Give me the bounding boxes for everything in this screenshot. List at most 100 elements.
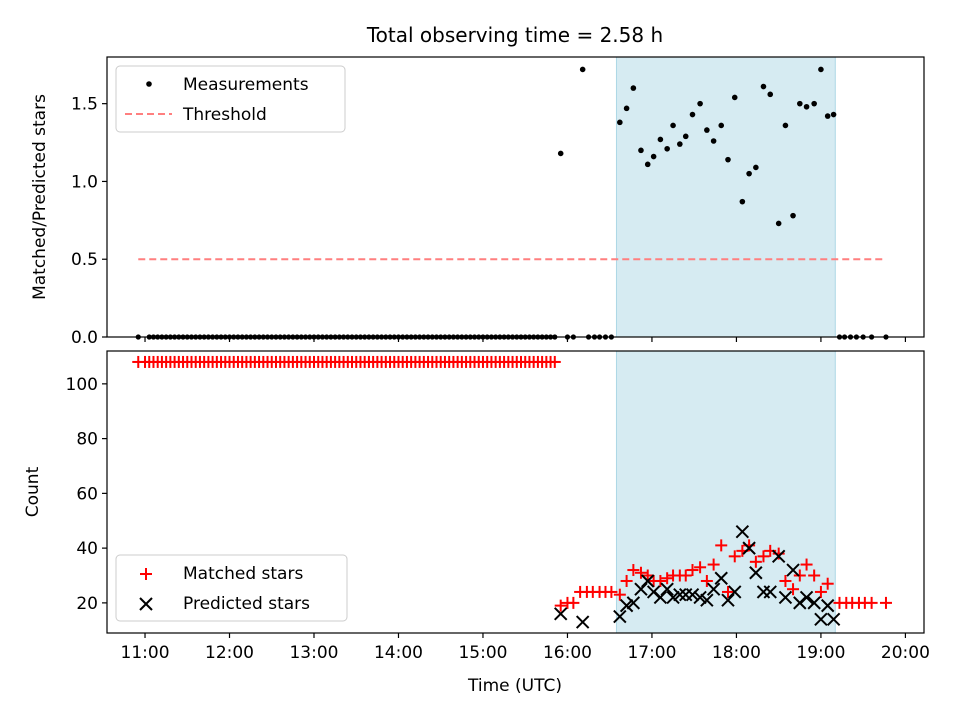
top-y-axis-label: Matched/Predicted stars (30, 94, 50, 300)
bottom-observing-window (615, 350, 836, 634)
bottom-y-ticks: 20 40 60 80 100 (66, 375, 107, 614)
measurement-point (697, 100, 703, 107)
x-tick-label: 11:00 (121, 643, 170, 663)
predicted-star-point (735, 524, 750, 539)
measurement-point (753, 164, 759, 171)
predicted-star-point (613, 609, 627, 624)
x-tick-label: 19:00 (796, 643, 845, 663)
predicted-star-point (666, 590, 680, 605)
predicted-star-point (826, 612, 841, 627)
measurement-point (824, 113, 831, 119)
top-x-ticks (144, 337, 907, 342)
legend-label-matched: Matched stars (183, 564, 303, 584)
top-y-tick-label: 1.5 (71, 95, 98, 115)
measurement-point (630, 85, 637, 91)
measurement-point (617, 119, 623, 126)
top-y-tick-label: 0.0 (71, 328, 98, 348)
bottom-y-axis-label: Count (23, 466, 43, 517)
measurement-point (811, 100, 817, 107)
measurement-point (644, 161, 651, 168)
matched-star-point (620, 574, 633, 587)
measurement-point (818, 66, 824, 73)
measurement-point (682, 133, 689, 140)
predicted-star-point (786, 563, 800, 577)
matched-star-point (700, 574, 713, 587)
measurement-point (746, 170, 752, 177)
x-tick-label: 13:00 (289, 643, 338, 663)
measurement-point (664, 145, 670, 152)
matched-star-point (808, 569, 821, 582)
measurement-point (718, 122, 725, 129)
matched-star-point (605, 585, 618, 598)
matched-star-point (821, 577, 834, 590)
bottom-legend-box (115, 554, 348, 622)
predicted-star-point (771, 549, 786, 564)
matched-star-point (567, 596, 580, 609)
matched-star-point (779, 574, 792, 587)
measurement-point (760, 83, 767, 90)
x-tick-label: 17:00 (627, 643, 676, 663)
predicted-star-point (807, 596, 821, 610)
predicted-star-point (634, 582, 648, 596)
matched-star-point (757, 550, 770, 563)
predicted-stars-points (553, 524, 841, 629)
x-tick-label: 20:00 (881, 643, 930, 663)
predicted-star-point (749, 566, 763, 580)
predicted-star-point (742, 541, 756, 555)
top-legend: Measurements Threshold (115, 65, 346, 133)
measurement-point (638, 147, 644, 154)
x-tick-label: 18:00 (712, 643, 761, 663)
matched-star-point (694, 561, 707, 574)
measurement-point (790, 212, 796, 219)
bottom-x-ticks: 11:00 12:00 13:00 14:00 15:00 16:00 17:00 18:00… (121, 633, 930, 663)
matched-star-point (800, 558, 813, 571)
measurements-points (135, 66, 889, 340)
matched-star-point (613, 588, 626, 601)
predicted-star-point (778, 590, 793, 605)
predicted-star-point (693, 590, 707, 605)
matched-star-point (749, 555, 762, 568)
top-y-tick-label: 0.5 (71, 250, 98, 270)
matched-star-point (793, 569, 806, 582)
bottom-y-tick-label: 100 (66, 375, 98, 395)
x-tick-label: 14:00 (374, 643, 423, 663)
predicted-star-point (641, 574, 655, 588)
matched-stars-points (132, 355, 892, 612)
measurement-point (767, 91, 774, 98)
bottom-y-tick-label: 60 (76, 484, 98, 504)
matched-star-point (634, 566, 647, 579)
top-y-tick-label: 1.0 (71, 172, 98, 192)
top-axes-frame (106, 56, 925, 338)
matched-star-point (879, 596, 892, 609)
predicted-star-point (706, 582, 721, 596)
predicted-star-point (814, 612, 828, 627)
top-panel: 0.0 0.5 1.0 1.5 Matched/Predicted stars Mea… (30, 56, 925, 348)
top-legend-box (115, 65, 346, 133)
measurement-point (797, 100, 803, 107)
measurement-point (803, 103, 810, 110)
matched-legend-marker (140, 568, 152, 580)
x-tick-label: 16:00 (543, 643, 592, 663)
bottom-y-tick-label: 20 (76, 594, 98, 614)
legend-label-measurements: Measurements (183, 75, 309, 95)
measurement-point (557, 150, 564, 157)
predicted-legend-marker (139, 597, 153, 611)
x-axis-label: Time (UTC) (467, 676, 562, 696)
measurement-point (677, 141, 683, 147)
top-observing-window (615, 56, 836, 338)
matched-star-point (787, 583, 800, 596)
predicted-star-point (619, 598, 634, 613)
matched-star-point (679, 569, 692, 582)
matched-star-point (641, 569, 654, 582)
predicted-star-point (799, 590, 814, 605)
bottom-panel: 20 40 60 80 100 11:00 12:00 13:00 14:00 15:00 16:… (23, 350, 930, 696)
measurement-point (657, 136, 664, 143)
chart-title: Total observing time = 2.58 h (366, 23, 663, 47)
predicted-star-point (700, 593, 714, 607)
measurement-point (739, 198, 746, 205)
predicted-star-point (763, 585, 777, 599)
matched-star-point (654, 574, 667, 587)
measurement-point (731, 94, 738, 101)
top-y-ticks: 0.0 0.5 1.0 1.5 (71, 95, 107, 348)
measurement-point (689, 111, 696, 118)
